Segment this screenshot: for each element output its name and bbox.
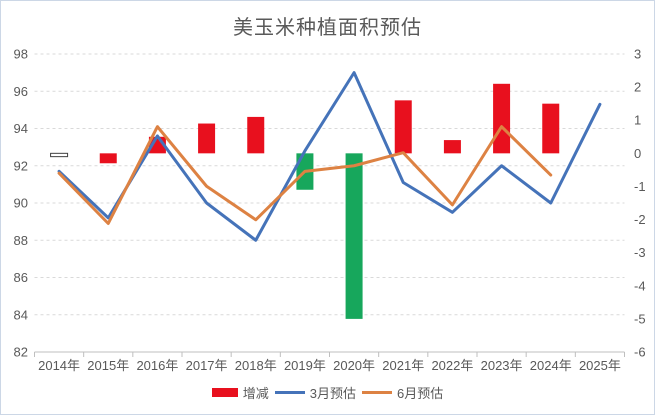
change-bar	[394, 100, 412, 154]
change-bar	[542, 103, 560, 154]
right-axis-tick-label: -1	[634, 179, 646, 194]
chart-title: 美玉米种植面积预估	[233, 17, 422, 39]
right-axis-tick-label: 0	[634, 146, 641, 161]
x-axis-category-label: 2015年	[87, 358, 129, 373]
right-axis-tick-label: -5	[634, 311, 646, 326]
change-bar	[345, 153, 363, 319]
right-axis-tick-label: -6	[634, 345, 646, 360]
change-bar	[247, 116, 265, 154]
march-estimate-line	[57, 71, 602, 242]
right-axis-tick-label: 2	[634, 80, 641, 95]
left-axis-tick-label: 94	[14, 121, 28, 136]
change-bar	[99, 153, 117, 164]
legend-label-march-estimate: 3月预估	[309, 386, 356, 401]
right-axis-tick-label: -4	[634, 278, 646, 293]
left-axis-tick-label: 90	[14, 196, 28, 211]
x-axis-category-label: 2016年	[136, 358, 178, 373]
left-axis-tick-label: 98	[14, 47, 28, 62]
change-bar	[198, 123, 216, 154]
right-axis-tick-label: 3	[634, 47, 641, 62]
left-axis-tick-label: 96	[14, 84, 28, 99]
right-axis-tick-label: -3	[634, 245, 646, 260]
change-bar	[443, 140, 461, 154]
x-axis-category-label: 2025年	[579, 358, 621, 373]
legend-line-swatch-june	[362, 391, 392, 394]
left-axis-tick-label: 92	[14, 158, 28, 173]
x-axis-category-label: 2022年	[431, 358, 473, 373]
x-axis-category-label: 2017年	[186, 358, 228, 373]
right-axis-tick-label: -2	[634, 212, 646, 227]
june-estimate-line	[57, 125, 553, 225]
change-bar	[493, 83, 511, 154]
left-axis-tick-label: 82	[14, 345, 28, 360]
x-axis-category-label: 2018年	[235, 358, 277, 373]
right-axis-tick-label: 1	[634, 113, 641, 128]
legend-item-june-estimate: 6月预估	[362, 383, 443, 402]
x-axis-category-label: 2023年	[481, 358, 523, 373]
change-bar	[50, 152, 69, 158]
x-axis-category-label: 2014年	[38, 358, 80, 373]
legend-label-june-estimate: 6月预估	[397, 386, 444, 401]
x-axis-category-label: 2020年	[333, 358, 375, 373]
left-axis-tick-label: 88	[14, 233, 28, 248]
legend-bar-swatch	[211, 388, 238, 397]
x-axis-category-label: 2024年	[530, 358, 572, 373]
x-axis-category-label: 2019年	[284, 358, 326, 373]
legend-line-swatch-march	[274, 391, 305, 394]
legend-item-march-estimate: 3月预估	[274, 383, 356, 402]
x-axis-category-label: 2021年	[382, 358, 424, 373]
left-axis-tick-label: 84	[14, 307, 28, 322]
legend-label-change: 增减	[242, 386, 269, 401]
legend: 增减 3月预估 6月预估	[1, 383, 654, 402]
legend-item-change: 增减	[211, 383, 269, 402]
left-axis-tick-label: 86	[14, 270, 28, 285]
